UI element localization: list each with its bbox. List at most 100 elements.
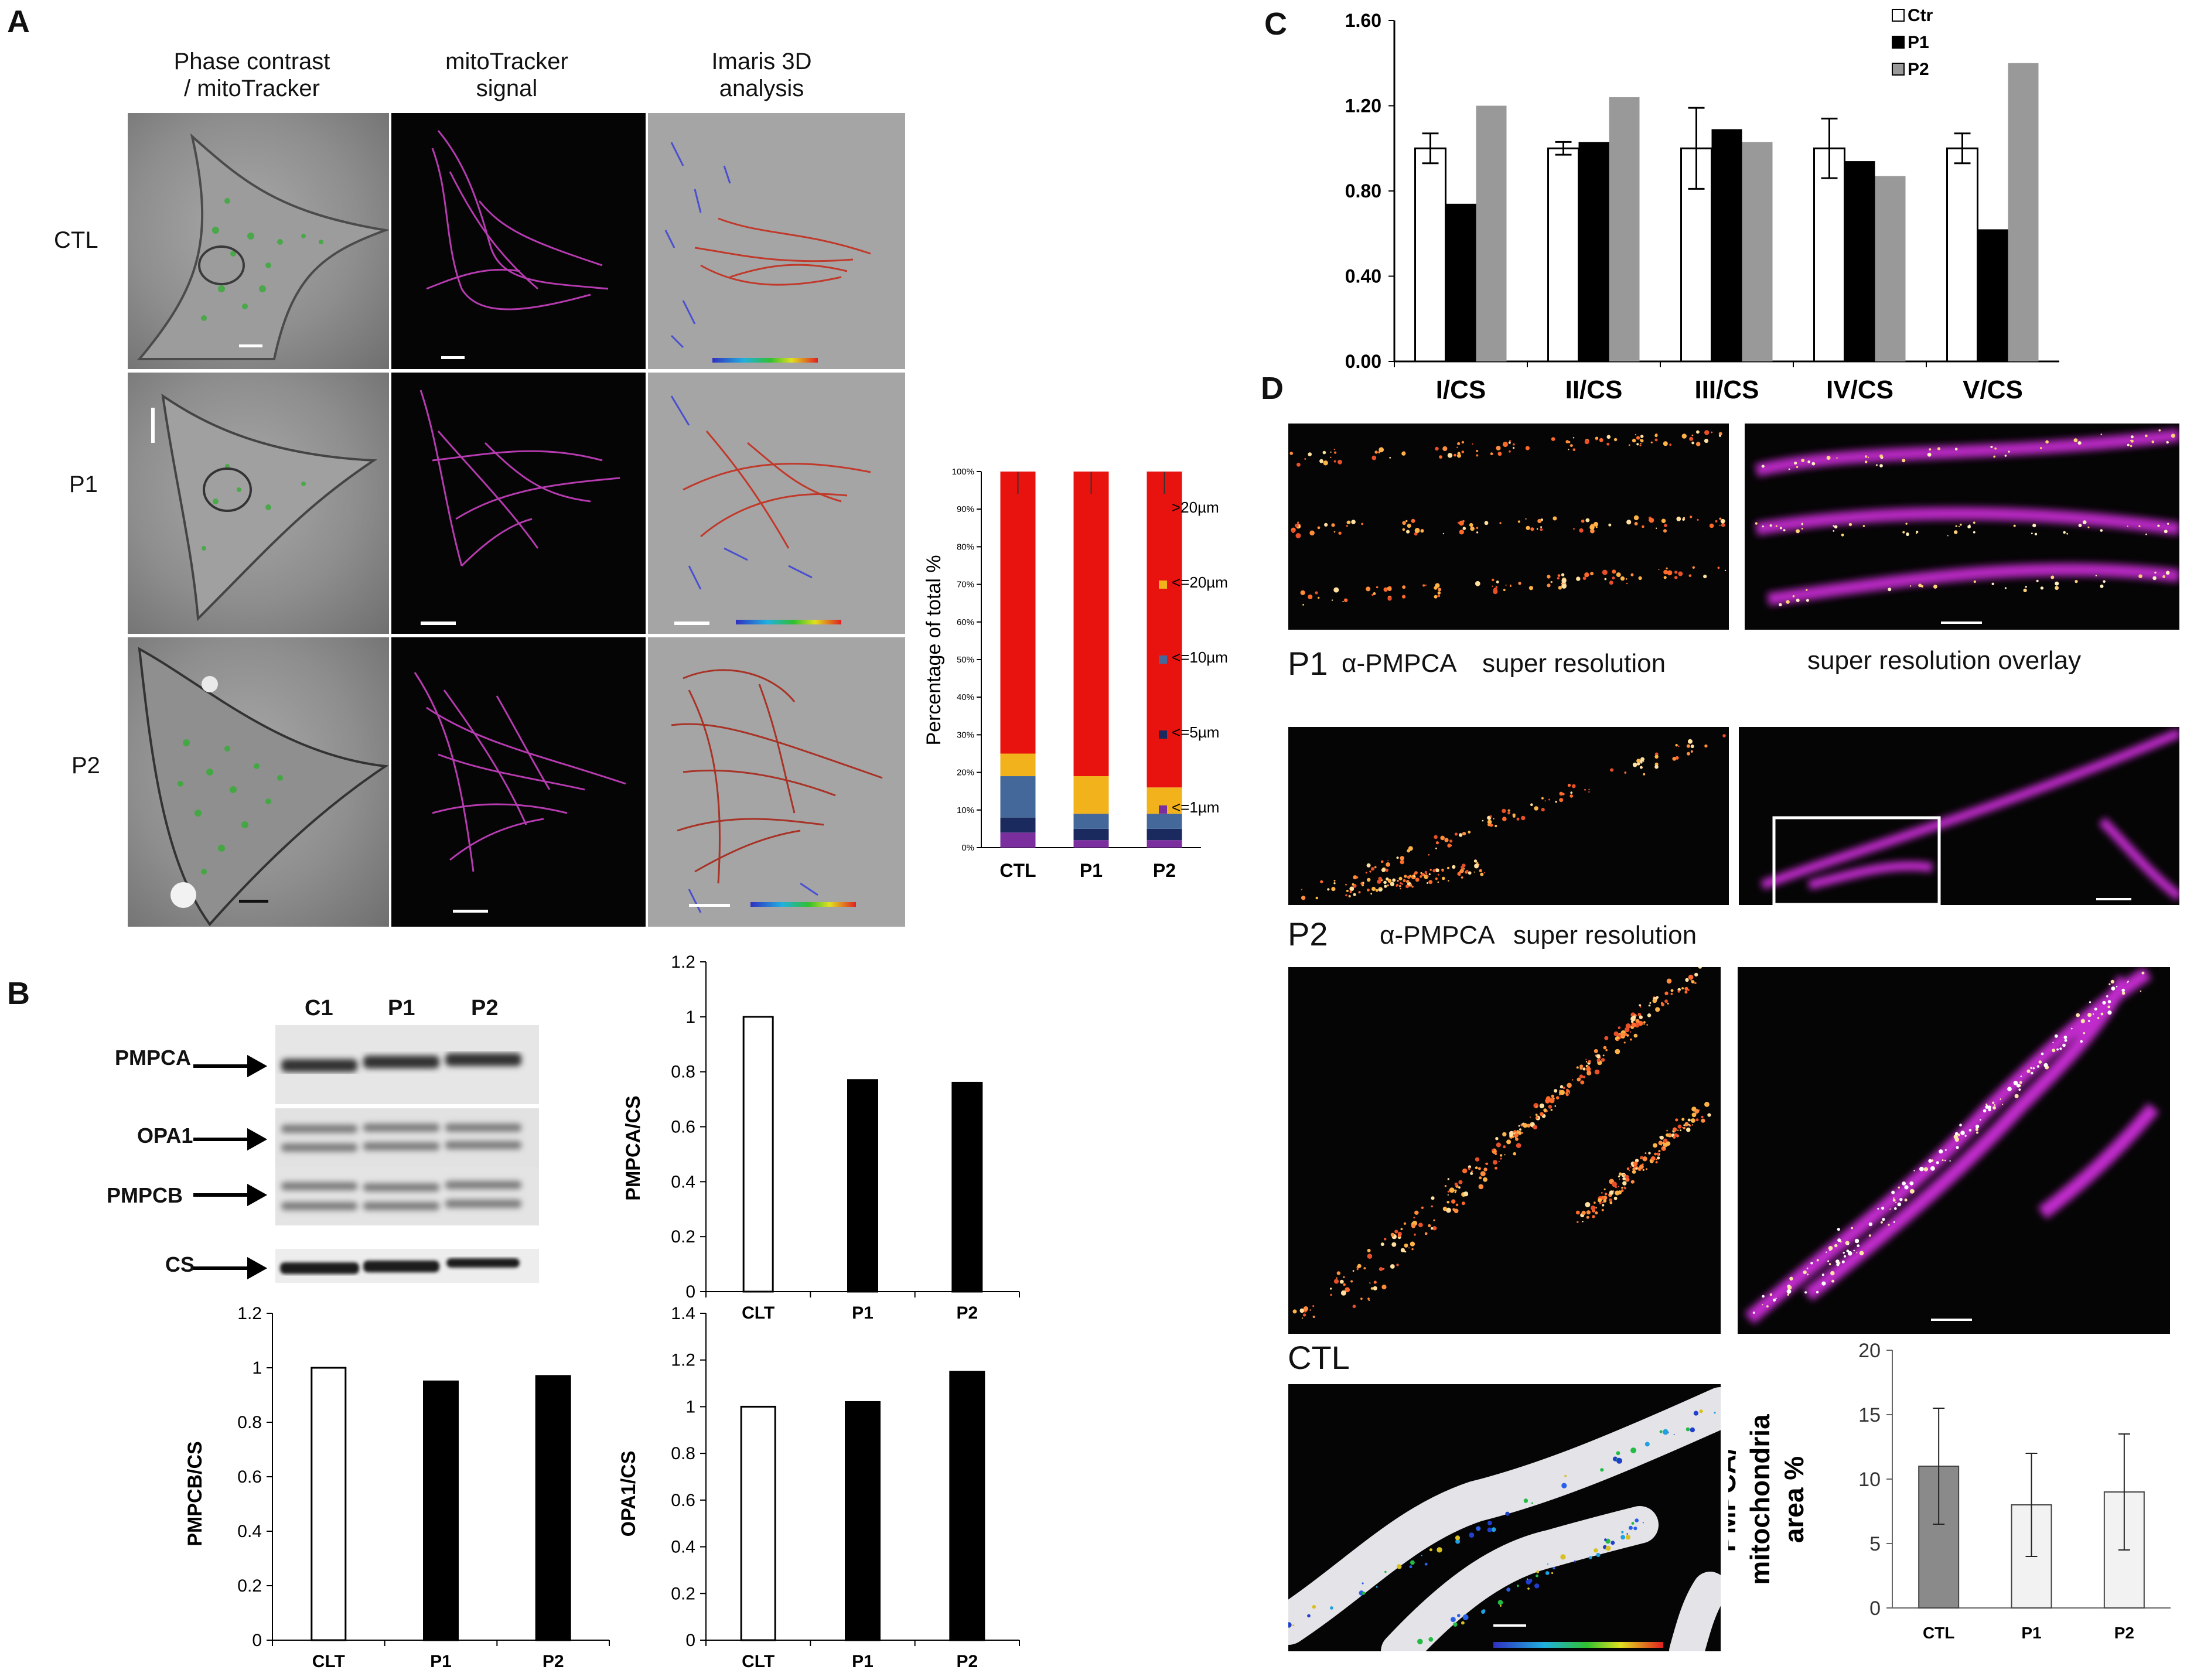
bar (949, 1371, 985, 1641)
fluorescent-spot (1308, 594, 1313, 599)
fluorescent-spot (1719, 517, 1722, 520)
fluorescent-spot (1603, 1046, 1607, 1050)
legend-label: <=20µm (1172, 573, 1228, 591)
fluorescent-spot (2036, 1065, 2040, 1068)
fluorescent-spot (1669, 443, 1672, 446)
fluorescent-spot (1396, 883, 1399, 887)
fluorescent-spot (1985, 1103, 1988, 1105)
fluorescent-spot (1400, 888, 1401, 890)
fluorescent-spot (1610, 768, 1614, 772)
fluorescent-spot (1595, 1207, 1597, 1209)
fluorescent-spot (1658, 1141, 1663, 1145)
fluorescent-spot (1424, 1562, 1428, 1566)
fluorescent-spot (1397, 1234, 1401, 1238)
fluorescent-spot (1390, 1264, 1395, 1269)
fluorescent-spot (1701, 1115, 1704, 1119)
fluorescent-spot (1654, 1152, 1657, 1155)
fluorescent-spot (1796, 466, 1799, 468)
fluorescent-spot (1462, 832, 1466, 836)
fluorescent-spot (1547, 1563, 1549, 1565)
fluorescent-spot (1406, 880, 1410, 883)
fluorescent-spot (1663, 576, 1667, 579)
fluorescent-spot (1600, 1468, 1604, 1472)
bar (1476, 105, 1507, 361)
bar-segment (1147, 814, 1182, 829)
fluorescent-spot (1437, 873, 1439, 876)
fluorescent-spot (1677, 1129, 1679, 1131)
fluorescent-spot (2130, 439, 2134, 443)
fluorescent-spot (1821, 1273, 1824, 1276)
fluorescent-spot (1307, 1614, 1311, 1618)
ytick-label: 90% (957, 504, 974, 514)
fluorescent-spot (1561, 583, 1567, 589)
fluorescent-spot (1696, 430, 1700, 434)
fluorescent-spot (1623, 1186, 1626, 1189)
fluorescent-spot (1806, 599, 1809, 602)
fluorescent-spot (1299, 1308, 1305, 1313)
fluorescent-spot (1461, 441, 1465, 444)
fluorescent-spot (1411, 1224, 1416, 1228)
fluorescent-spot (1704, 744, 1708, 748)
fluorescent-spot (1559, 798, 1564, 803)
fluorescent-spot (1879, 464, 1883, 467)
fluorescent-spot (1704, 439, 1709, 443)
fluorescent-spot (1481, 1610, 1485, 1614)
fluorescent-spot (1447, 1190, 1450, 1193)
ytick-label: 0.6 (671, 1491, 695, 1510)
fluorescent-spot (1670, 992, 1673, 995)
fluorescent-spot (1475, 1166, 1478, 1169)
fluorescent-spot (1967, 525, 1971, 529)
fluorescent-spot (1387, 596, 1392, 601)
fluorescent-spot (1449, 1187, 1455, 1193)
fluorescent-spot (1973, 580, 1976, 583)
fluorescent-spot (1630, 1180, 1635, 1184)
fluorescent-spot (2088, 1020, 2090, 1022)
fluorescent-spot (2171, 433, 2175, 438)
fluorescent-spot (1507, 809, 1510, 812)
fluorescent-spot (1626, 1533, 1628, 1535)
fluorescent-spot (1686, 1427, 1690, 1432)
fluorescent-spot (1370, 1287, 1374, 1290)
fluorescent-spot (1632, 762, 1637, 767)
fluorescent-spot (1639, 444, 1642, 446)
fluorescent-spot (1568, 1092, 1571, 1094)
superres-zoom-pmpca (1287, 965, 1722, 1336)
fluorescent-spot (1346, 525, 1348, 527)
fluorescent-spot (1656, 996, 1659, 999)
fluorescent-spot (1334, 451, 1337, 454)
fluorescent-spot (1682, 1126, 1684, 1129)
fluorescent-spot (1579, 528, 1584, 533)
fluorescent-spot (2038, 1060, 2042, 1064)
fluorescent-spot (1690, 979, 1692, 981)
fluorescent-spot (1470, 1172, 1473, 1175)
fluorescent-spot (1493, 589, 1498, 595)
fluorescent-spot (1640, 435, 1644, 438)
fluorescent-spot (1582, 576, 1586, 581)
fluorescent-spot (2083, 1032, 2086, 1034)
fluorescent-spot (1654, 754, 1659, 759)
fluorescent-spot (1383, 1238, 1387, 1241)
fluorescent-spot (1601, 1192, 1603, 1194)
fluorescent-spot (1346, 520, 1350, 524)
fluorescent-spot (2121, 988, 2125, 992)
fluorescent-spot (1788, 468, 1790, 470)
fluorescent-spot (1535, 1114, 1538, 1116)
superres-zoom-overlay (1736, 965, 2172, 1336)
fluorescent-spot (1826, 456, 1831, 460)
fluorescent-spot (1615, 1036, 1620, 1042)
fluorescent-spot (1586, 1215, 1589, 1219)
fluorescent-spot (1571, 784, 1576, 788)
fluorescent-spot (1766, 1305, 1769, 1308)
ytick-label: 0.2 (237, 1576, 262, 1596)
fluorescent-spot (1547, 583, 1551, 588)
fluorescent-spot (1497, 1600, 1503, 1605)
fluorescent-spot (1612, 1182, 1617, 1187)
fluorescent-spot (1379, 447, 1384, 453)
fluorescent-spot (1690, 745, 1694, 749)
ytick-label: 1 (685, 1008, 695, 1027)
fluorescent-spot (1909, 585, 1912, 587)
fluorescent-spot (1474, 863, 1479, 869)
fluorescent-spot (1683, 1124, 1686, 1126)
fluorescent-spot (1707, 1113, 1711, 1117)
fluorescent-spot (1635, 1019, 1640, 1023)
